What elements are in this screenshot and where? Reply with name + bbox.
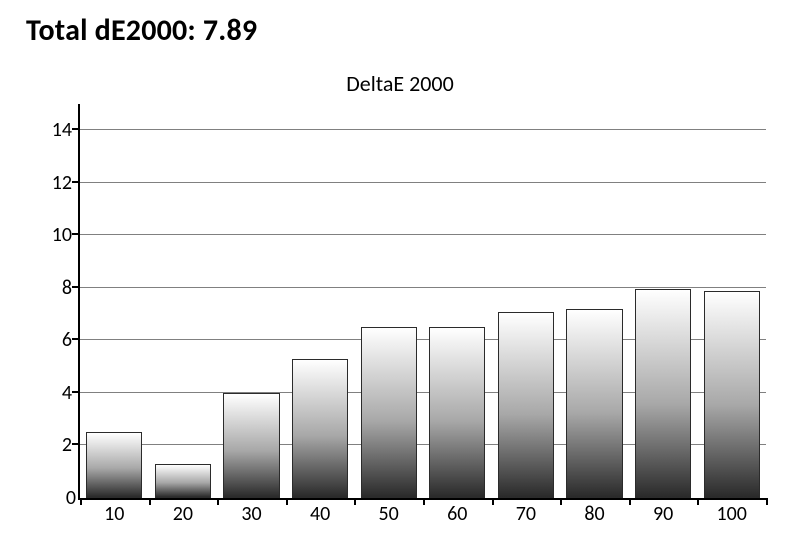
chart-bar bbox=[635, 289, 691, 498]
chart-gridline bbox=[80, 287, 766, 288]
y-tick-mark bbox=[72, 391, 80, 393]
chart-gridline bbox=[80, 182, 766, 183]
y-tick-mark bbox=[72, 286, 80, 288]
y-tick-label: 2 bbox=[62, 433, 80, 457]
x-tick-mark bbox=[80, 498, 82, 505]
chart-bar bbox=[566, 309, 622, 498]
chart-bar bbox=[223, 393, 279, 498]
chart-bar bbox=[86, 432, 142, 498]
x-tick-mark bbox=[286, 498, 288, 505]
x-tick-mark bbox=[217, 498, 219, 505]
y-tick-label: 8 bbox=[62, 276, 80, 300]
x-tick-mark bbox=[149, 498, 151, 505]
chart-bar bbox=[292, 359, 348, 498]
y-tick-label: 0 bbox=[66, 486, 80, 510]
x-tick-label: 100 bbox=[716, 498, 746, 526]
headline-value: 7.89 bbox=[203, 12, 257, 49]
x-tick-label: 10 bbox=[104, 498, 124, 526]
chart-plot-area: 0 2468101214102030405060708090100 bbox=[78, 104, 766, 500]
chart-bar bbox=[429, 327, 485, 498]
x-tick-label: 50 bbox=[379, 498, 399, 526]
page-root: Total dE2000: 7.89 DeltaE 2000 0 2468101… bbox=[0, 0, 792, 560]
x-tick-mark bbox=[560, 498, 562, 505]
y-tick-mark bbox=[72, 338, 80, 340]
y-tick-label: 10 bbox=[52, 223, 80, 247]
headline-prefix: Total dE2000: bbox=[26, 12, 203, 49]
y-tick-mark bbox=[72, 443, 80, 445]
y-tick-label: 4 bbox=[62, 381, 80, 405]
chart-gridline bbox=[80, 234, 766, 235]
x-tick-label: 40 bbox=[310, 498, 330, 526]
x-tick-label: 20 bbox=[173, 498, 193, 526]
x-tick-mark bbox=[629, 498, 631, 505]
headline: Total dE2000: 7.89 bbox=[26, 12, 257, 49]
y-tick-label: 14 bbox=[52, 118, 80, 142]
chart-bar bbox=[155, 464, 211, 498]
x-tick-mark bbox=[354, 498, 356, 505]
x-tick-mark bbox=[766, 498, 768, 505]
x-tick-label: 80 bbox=[584, 498, 604, 526]
x-tick-label: 30 bbox=[241, 498, 261, 526]
y-tick-mark bbox=[72, 233, 80, 235]
x-tick-label: 60 bbox=[447, 498, 467, 526]
y-tick-label: 12 bbox=[52, 171, 80, 195]
chart-title: DeltaE 2000 bbox=[28, 70, 772, 97]
x-tick-label: 90 bbox=[653, 498, 673, 526]
chart: DeltaE 2000 0 24681012141020304050607080… bbox=[28, 70, 772, 540]
chart-bar bbox=[361, 327, 417, 498]
x-tick-mark bbox=[697, 498, 699, 505]
x-tick-mark bbox=[423, 498, 425, 505]
chart-bar bbox=[498, 312, 554, 498]
y-tick-label: 6 bbox=[62, 328, 80, 352]
x-tick-mark bbox=[492, 498, 494, 505]
chart-gridline bbox=[80, 129, 766, 130]
y-tick-mark bbox=[72, 181, 80, 183]
x-tick-label: 70 bbox=[516, 498, 536, 526]
y-tick-mark bbox=[72, 128, 80, 130]
chart-bar bbox=[704, 291, 760, 499]
